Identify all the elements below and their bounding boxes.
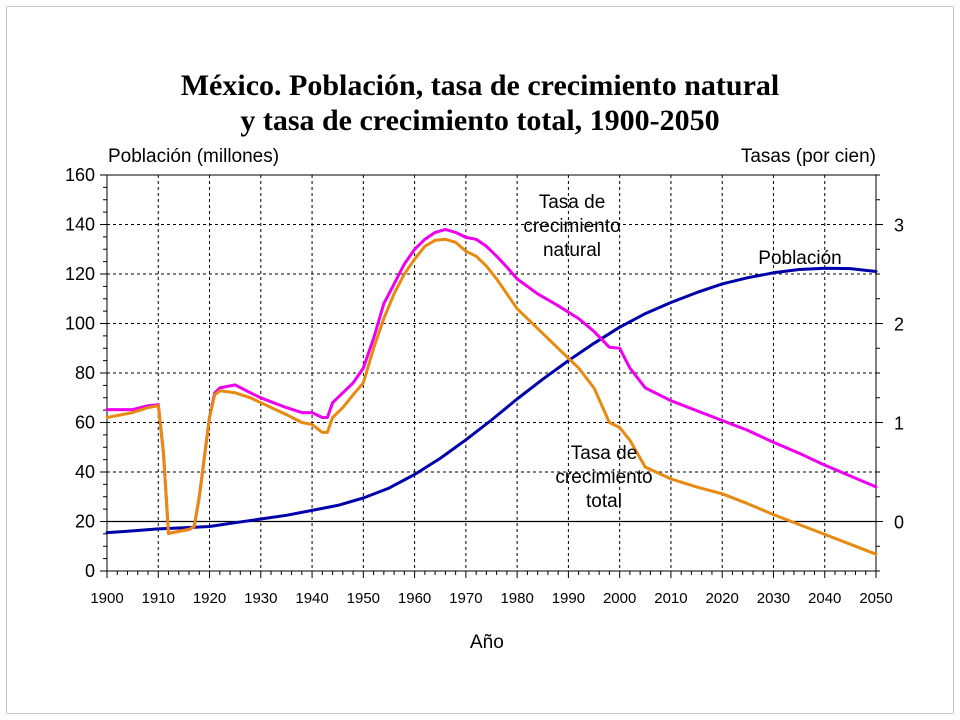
- y-left-axis-title: Población (millones): [108, 146, 280, 167]
- y-left-tick-label: 120: [65, 264, 95, 284]
- y-left-tick-label: 140: [65, 215, 95, 235]
- x-tick-label: 1940: [295, 590, 328, 607]
- label-tasa-natural: crecimiento: [523, 216, 620, 237]
- y-left-tick-label: 60: [75, 413, 95, 433]
- y-right-axis-title: Tasas (por cien): [740, 146, 876, 167]
- x-tick-label: 1900: [90, 590, 123, 607]
- y-right-tick-label: 3: [894, 216, 904, 236]
- x-tick-label: 1950: [347, 590, 380, 607]
- y-left-tick-label: 160: [65, 165, 95, 185]
- x-tick-label: 2010: [654, 590, 687, 607]
- y-right-tick-label: 0: [894, 513, 904, 533]
- y-left-tick-label: 80: [75, 363, 95, 383]
- chart-title-line-1: México. Población, tasa de crecimiento n…: [180, 69, 780, 102]
- x-tick-label: 1910: [142, 590, 175, 607]
- label-tasa-total: Tasa de: [571, 443, 638, 464]
- slide-frame: [6, 6, 954, 714]
- y-left-tick-label: 20: [75, 512, 95, 532]
- x-tick-label: 1990: [552, 590, 585, 607]
- x-tick-label: 1970: [449, 590, 482, 607]
- x-tick-label: 1960: [398, 590, 431, 607]
- x-tick-label: 2020: [706, 590, 739, 607]
- y-right-tick-label: 2: [894, 315, 904, 335]
- label-tasa-total: total: [586, 491, 622, 512]
- label-tasa-natural: Tasa de: [539, 192, 606, 213]
- y-right-tick-label: 1: [894, 414, 904, 434]
- y-left-tick-label: 0: [85, 561, 95, 581]
- x-tick-label: 1980: [500, 590, 533, 607]
- y-left-tick-label: 40: [75, 462, 95, 482]
- label-tasa-total: crecimiento: [555, 467, 652, 488]
- label-poblacion: Población: [758, 248, 841, 269]
- x-tick-label: 1930: [244, 590, 277, 607]
- series-poblacion: [105, 266, 878, 535]
- x-tick-label: 1920: [193, 590, 226, 607]
- chart-title-line-2: y tasa de crecimiento total, 1900-2050: [240, 104, 720, 137]
- series-tasa-total: [105, 237, 878, 556]
- x-tick-label: 2000: [603, 590, 636, 607]
- label-tasa-natural: natural: [543, 240, 601, 261]
- y-left-tick-label: 100: [65, 314, 95, 334]
- x-tick-label: 2040: [808, 590, 841, 607]
- x-tick-label: 2050: [859, 590, 892, 607]
- x-tick-label: 2030: [757, 590, 790, 607]
- x-axis-title: Año: [470, 632, 504, 653]
